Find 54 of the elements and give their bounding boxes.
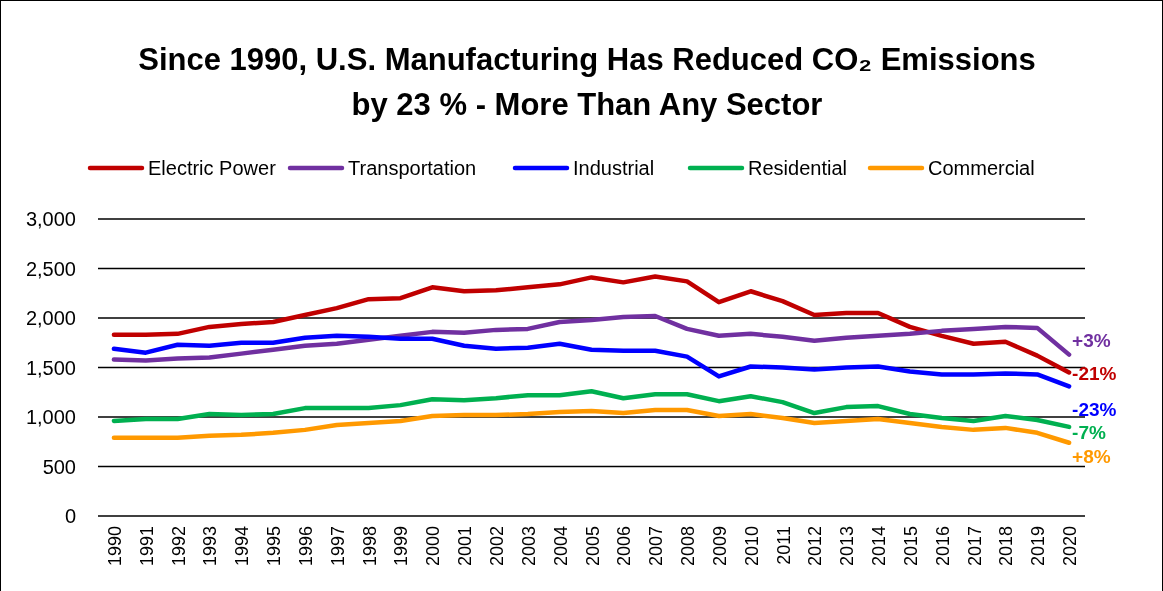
line-series: [111, 313, 1072, 363]
x-tick-label: 1990: [104, 526, 125, 567]
annotation: -21%: [1072, 363, 1117, 385]
legend-label: Commercial: [928, 157, 1035, 179]
y-tick-label: 0: [64, 505, 76, 527]
line-series: [111, 274, 1072, 375]
y-tick-label: 500: [42, 455, 76, 478]
x-tick-label: 2018: [996, 526, 1017, 567]
x-tick-label: 1992: [168, 526, 189, 567]
line-series: [111, 389, 1072, 430]
y-tick-label: 1,000: [25, 406, 76, 428]
annotation: +3%: [1072, 329, 1111, 351]
x-tick-label: 2004: [550, 526, 571, 567]
legend-label: Industrial: [573, 157, 655, 179]
x-tick-label: 1998: [359, 526, 380, 567]
x-tick-label: 2014: [869, 526, 890, 567]
x-tick-label: 2001: [455, 526, 476, 567]
x-tick-label: 2016: [932, 526, 953, 567]
x-tick-label: 2002: [486, 526, 507, 567]
x-tick-label: 2015: [900, 526, 921, 567]
x-tick-label: 1994: [232, 526, 253, 567]
chart-title: Since 1990, U.S. Manufacturing Has Reduced CO₂ Emissions by 23 % - More Than Any Sector: [138, 42, 1036, 122]
annotation: +8%: [1072, 445, 1111, 467]
x-tick-label: 2008: [678, 526, 699, 567]
x-tick-label: 2009: [709, 526, 730, 567]
legend-label: Transportation: [348, 157, 477, 179]
x-tick-label: 2010: [741, 526, 762, 567]
x-tick-label: 1997: [327, 526, 348, 567]
x-tick-label: 2013: [837, 526, 858, 567]
x-tick-label: 1993: [200, 526, 221, 567]
x-tick-label: 2011: [773, 526, 794, 565]
x-tick-label: 2006: [614, 526, 635, 567]
annotation: -23%: [1072, 399, 1117, 421]
x-tick-label: 1991: [136, 526, 157, 567]
y-tick-label: 2,000: [25, 307, 76, 329]
x-tick-label: 1995: [264, 526, 285, 567]
line-series: [111, 407, 1072, 445]
legend-label: Residential: [748, 157, 847, 179]
x-tick-label: 2000: [423, 526, 444, 567]
line-series: [111, 333, 1072, 389]
x-tick-label: 1999: [391, 526, 412, 567]
y-tick-label: 1,500: [25, 356, 76, 379]
x-tick-label: 2005: [582, 526, 603, 567]
x-tick-label: 2007: [646, 526, 667, 567]
x-tick-label: 2017: [964, 526, 985, 567]
x-tick-label: 2019: [1028, 526, 1049, 567]
x-tick-label: 2020: [1060, 526, 1081, 567]
annotation: -7%: [1072, 421, 1106, 443]
y-tick-label: 3,000: [25, 208, 76, 230]
x-tick-label: 2012: [805, 526, 826, 567]
x-tick-label: 1996: [295, 526, 316, 567]
legend-label: Electric Power: [148, 157, 277, 179]
x-tick-label: 2003: [518, 526, 539, 567]
y-tick-label: 2,500: [25, 257, 76, 280]
